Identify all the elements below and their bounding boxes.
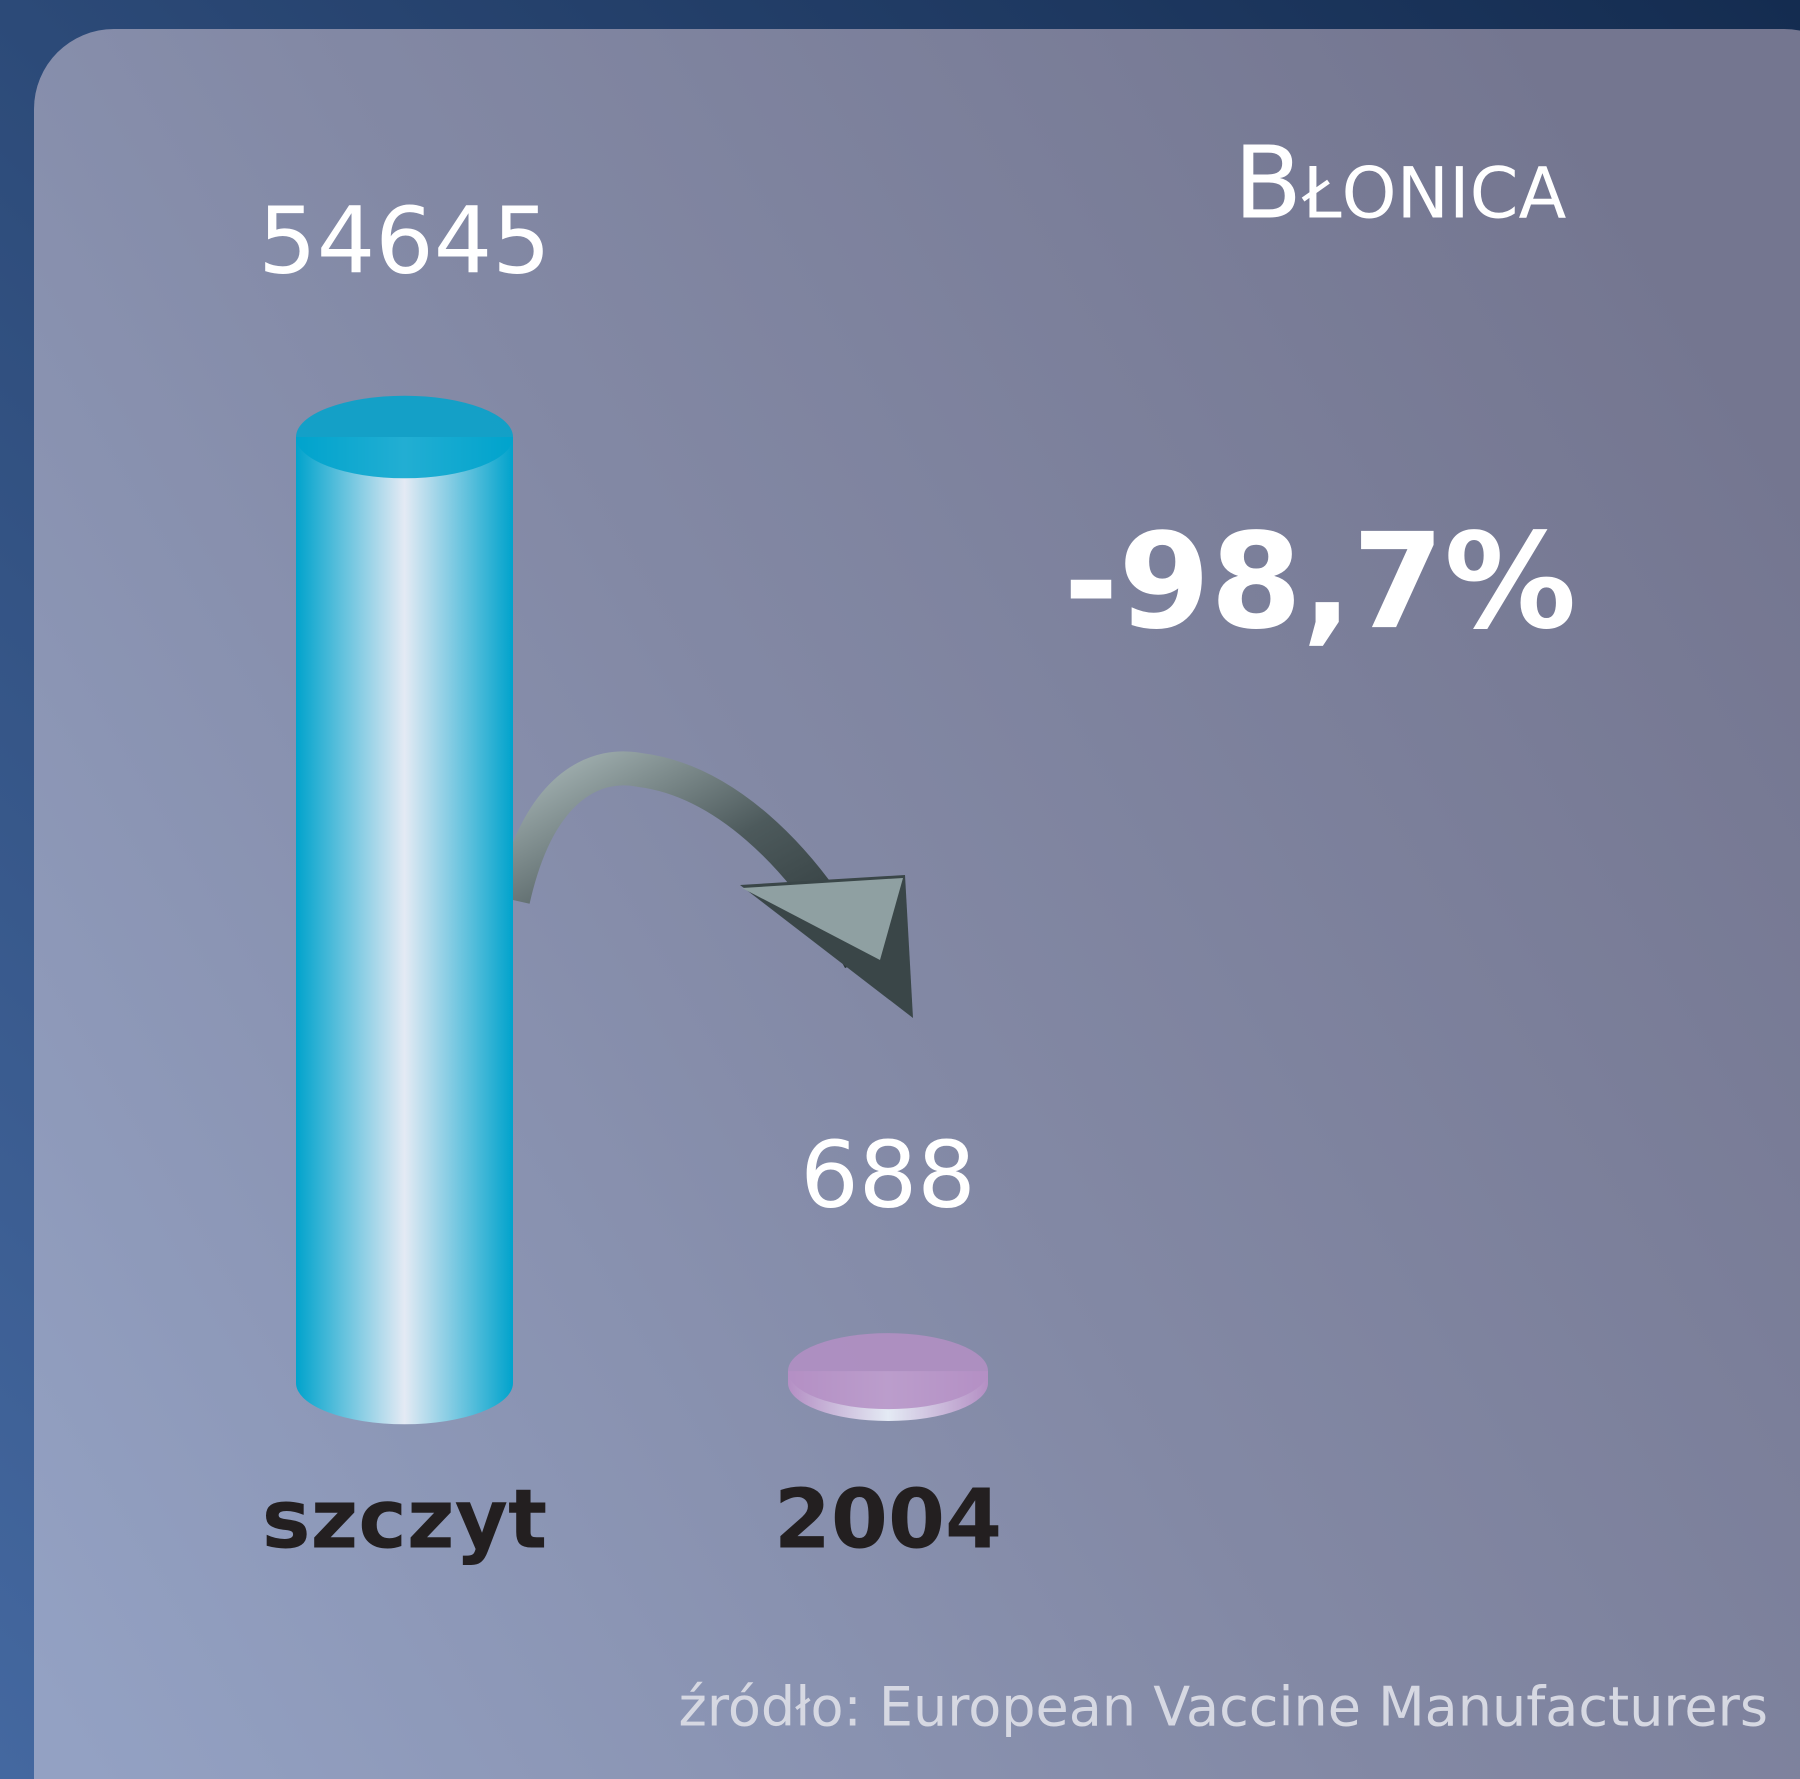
bar-top: [788, 1333, 988, 1409]
page: {"chart_data": {"type": "bar", "title": …: [0, 0, 1800, 1779]
bar-top: [296, 396, 513, 478]
x-tick-label: szczyt: [262, 1472, 548, 1567]
annotation: -98,7%: [1064, 505, 1577, 659]
x-tick-label: 2004: [774, 1472, 1002, 1567]
chart: Błonica -98,7% źródło: European Vaccine …: [0, 0, 1800, 1779]
value-label: 54645: [258, 187, 551, 294]
bar: [296, 437, 513, 1424]
value-label: 688: [800, 1121, 976, 1228]
source: źródło: European Vaccine Manufacturers: [678, 1676, 1768, 1739]
chart-title: Błonica: [1234, 124, 1567, 241]
